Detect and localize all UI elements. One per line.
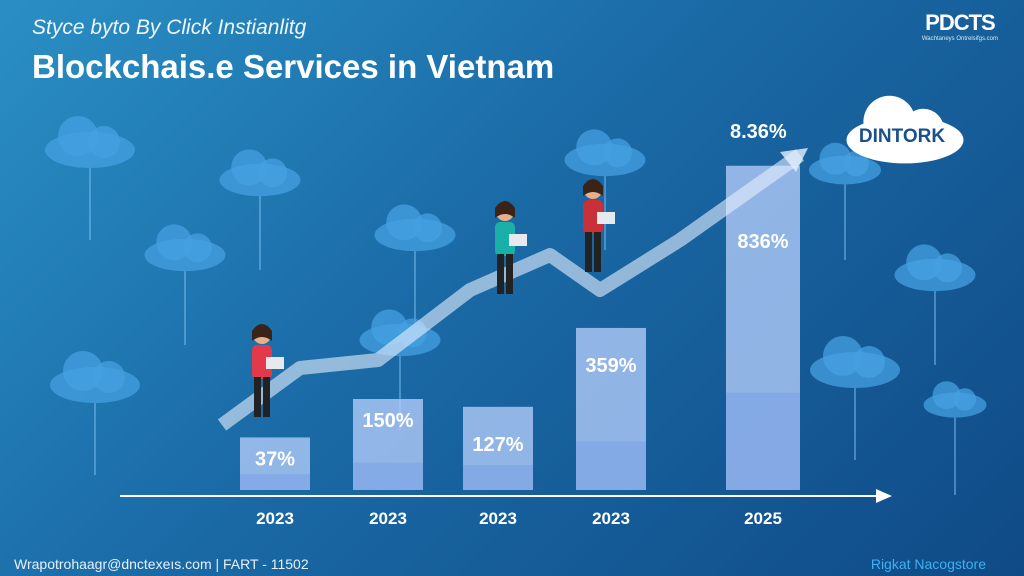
page-title: Blockchais.e Services in Vietnam xyxy=(32,48,555,85)
bar-group: 127% 2023 xyxy=(463,406,533,528)
footer-brand: Rigkat Nacogstore xyxy=(870,556,986,572)
cloud-icon xyxy=(894,244,976,292)
bar-data-label: 836% xyxy=(737,231,788,253)
x-tick-label: 2023 xyxy=(592,509,630,528)
cloud-icon xyxy=(144,224,226,272)
cloud-icon xyxy=(923,381,987,418)
cloud-icon xyxy=(374,204,456,252)
x-tick-label: 2023 xyxy=(256,509,294,528)
footer-contact: Wrapotrohaagr@dnctexeıs.com | FART - 115… xyxy=(14,556,309,572)
bar-data-label: 127% xyxy=(472,434,523,456)
logo-text: PDCTS xyxy=(925,10,996,35)
bar-data-label: 359% xyxy=(585,355,636,377)
bar-data-label: 150% xyxy=(362,410,413,432)
bar-group: 150% 2023 xyxy=(353,399,423,528)
x-axis-arrow xyxy=(876,489,892,503)
bar-group: 359% 2023 xyxy=(576,327,646,528)
subtitle: Styce byto By Click Instianlitg xyxy=(32,16,307,39)
cloud-icon xyxy=(219,149,301,197)
cloud-icon xyxy=(564,129,646,177)
cloud-icon xyxy=(809,142,881,185)
bar-shade xyxy=(353,462,423,490)
bar-shade xyxy=(726,392,800,490)
x-tick-label: 2023 xyxy=(479,509,517,528)
trend-annotation: 8.36% xyxy=(730,121,787,143)
bar-group: 37% 2023 xyxy=(240,437,310,528)
cloud-icon xyxy=(50,351,140,403)
x-tick-label: 2023 xyxy=(369,509,407,528)
bar-shade xyxy=(240,474,310,490)
cloud-badge-label: DINTORK xyxy=(858,126,946,147)
person-icon xyxy=(252,324,284,417)
bar-shade xyxy=(576,441,646,490)
cloud-icon xyxy=(45,116,135,168)
bar-group: 836% 2025 xyxy=(726,165,800,528)
bar-shade xyxy=(463,465,533,490)
x-tick-label: 2025 xyxy=(744,509,782,528)
bar-data-label: 37% xyxy=(255,448,295,470)
cloud-icon xyxy=(810,336,900,388)
person-icon xyxy=(583,179,615,272)
logo: PDCTS Wachtaneys Ontrelsifgs.com xyxy=(922,10,998,42)
logo-tagline: Wachtaneys Ontrelsifgs.com xyxy=(921,36,998,42)
trend-arrowhead xyxy=(780,148,808,172)
cloud-badge xyxy=(846,95,964,164)
person-icon xyxy=(495,201,527,294)
